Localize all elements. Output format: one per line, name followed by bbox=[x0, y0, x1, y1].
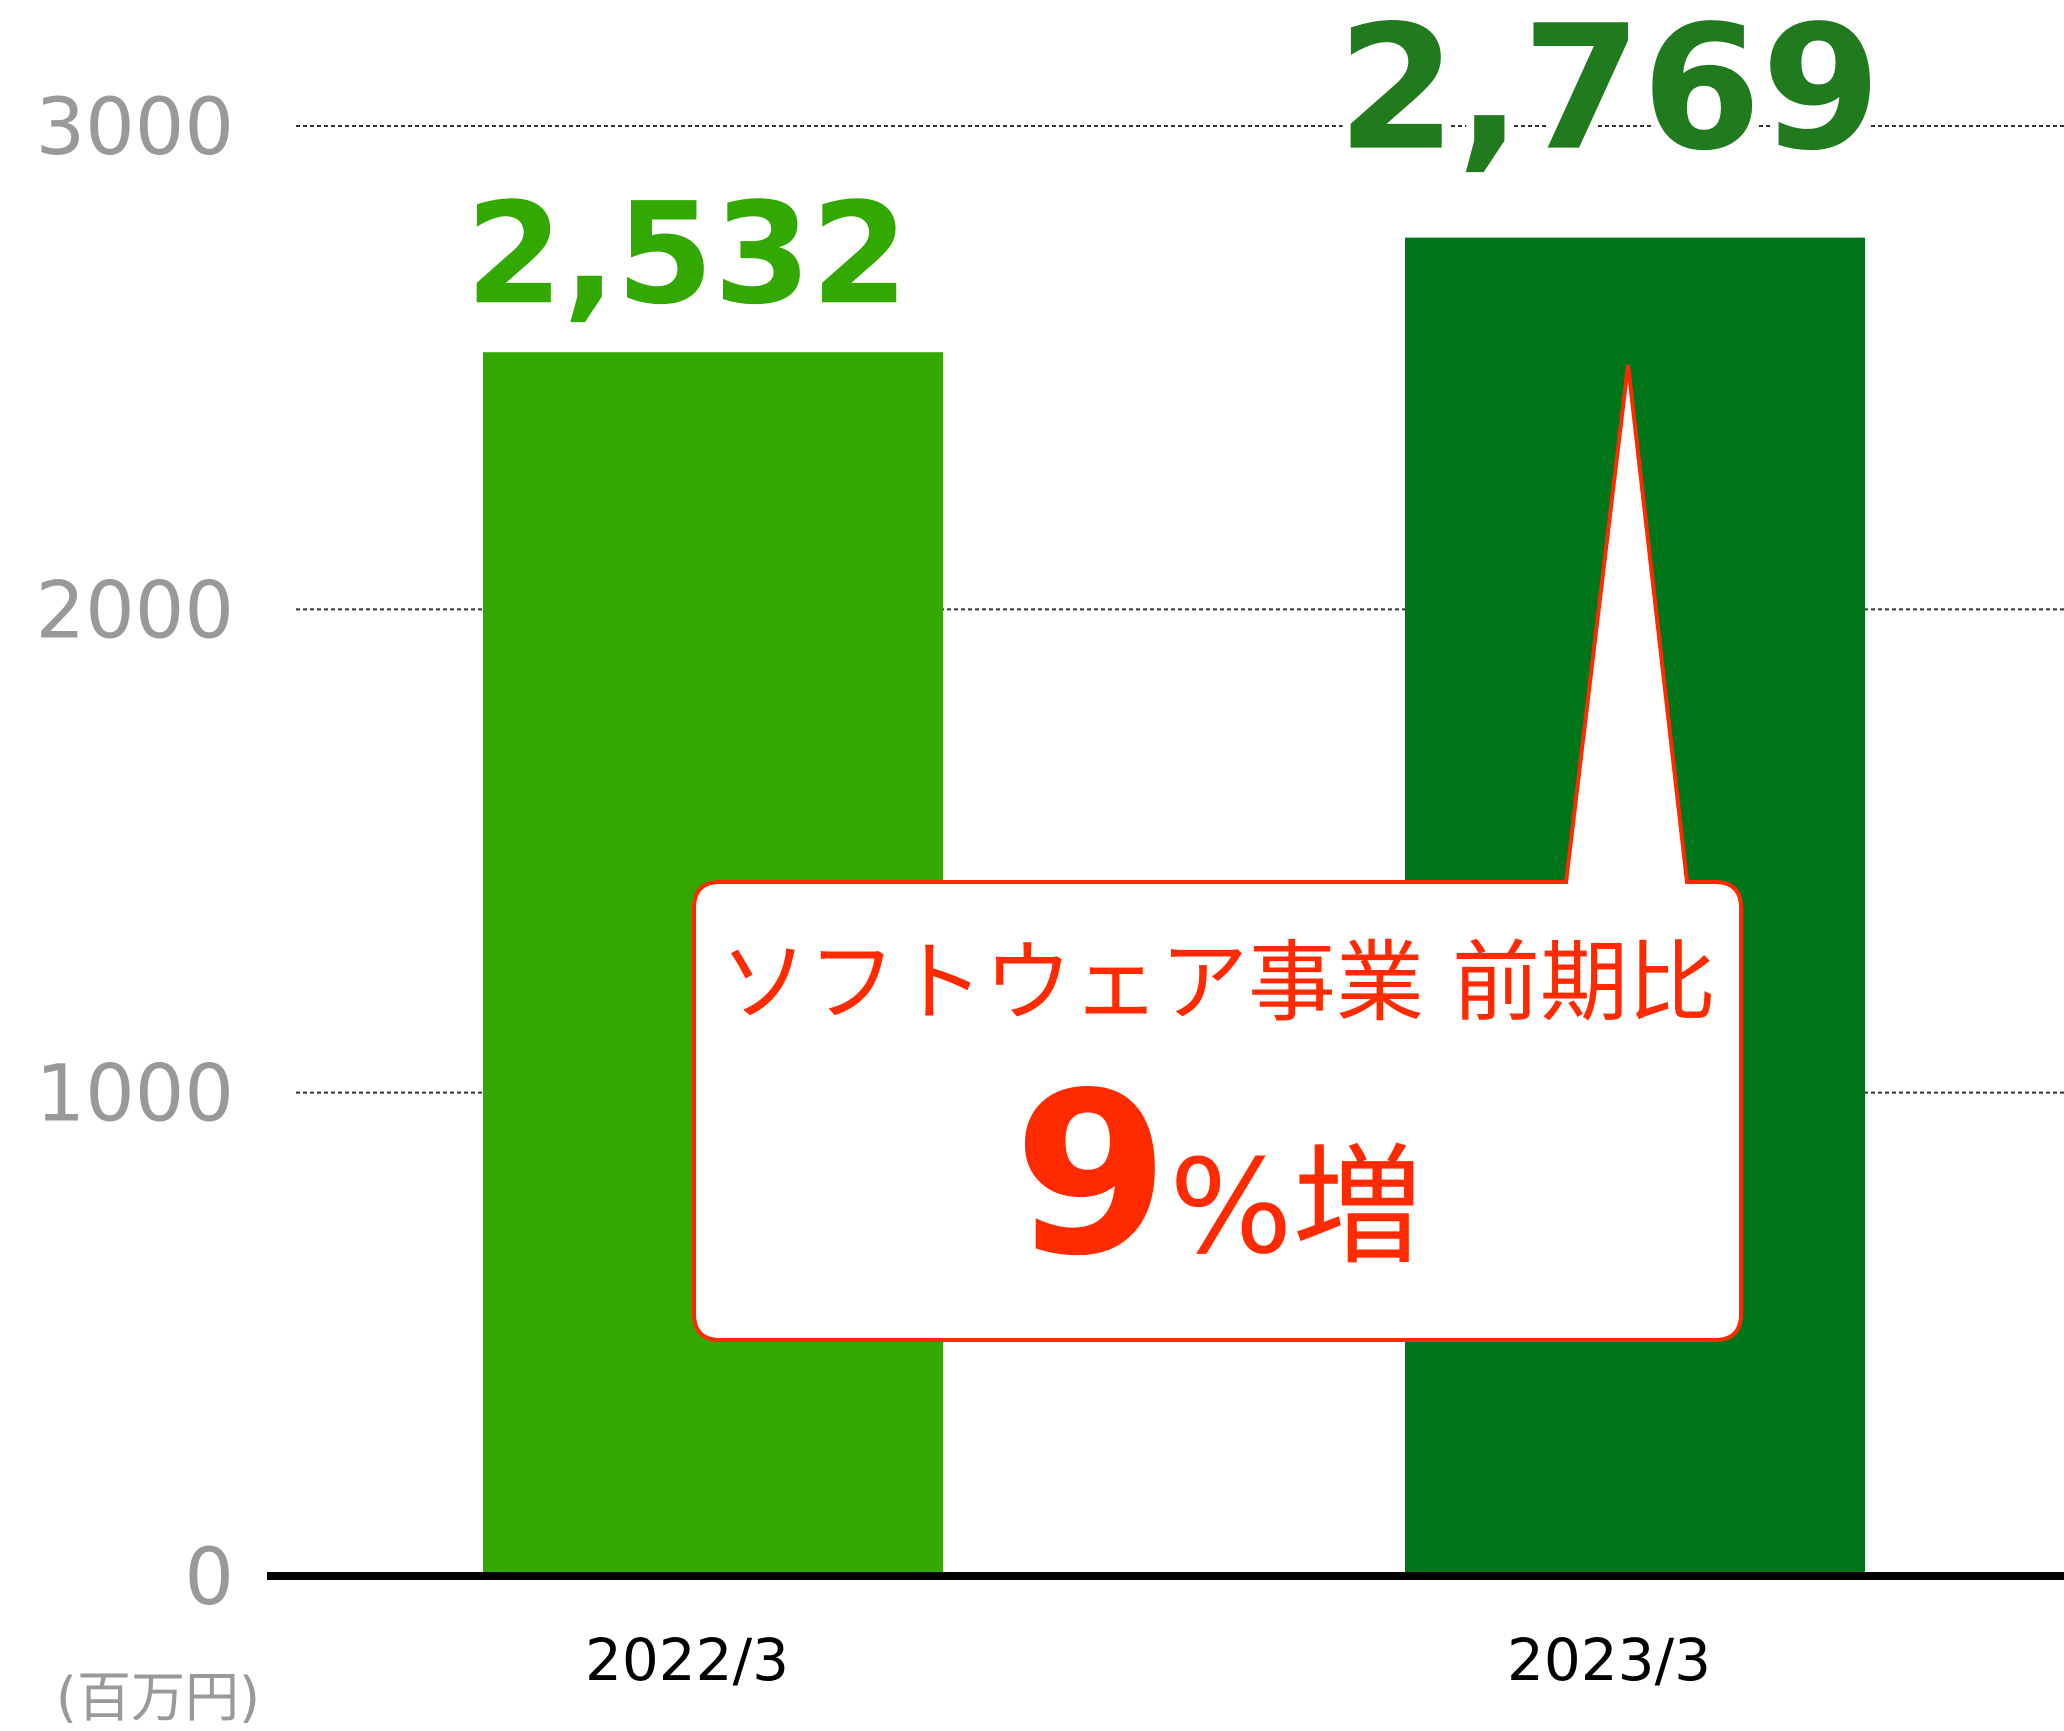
callout-emphasis: 9%増 bbox=[1013, 1044, 1422, 1305]
labels: 0 1000 2000 3000 2022/3 2,532 2023/3 2,769 bbox=[35, 0, 1889, 1694]
y-tick-label: 3000 bbox=[35, 83, 234, 173]
callout-box bbox=[692, 364, 1743, 1342]
x-tick-label: 2022/3 bbox=[585, 1626, 789, 1694]
callout-text: ソフトウェア事業 前期比 bbox=[720, 931, 1716, 1034]
callout: ソフトウェア事業 前期比 9%増 bbox=[692, 364, 1743, 1342]
unit-label: (百万円) bbox=[56, 1666, 260, 1729]
value-label: 2,769 bbox=[1337, 0, 1881, 189]
x-tick-label: 2023/3 bbox=[1507, 1626, 1711, 1694]
y-tick-label: 2000 bbox=[35, 566, 234, 656]
callout-number: 9 bbox=[1013, 1044, 1169, 1305]
value-label: 2,532 bbox=[466, 173, 909, 336]
callout-suffix: %増 bbox=[1169, 1131, 1423, 1283]
y-tick-label: 0 bbox=[184, 1533, 234, 1623]
y-tick-label: 1000 bbox=[35, 1050, 234, 1140]
